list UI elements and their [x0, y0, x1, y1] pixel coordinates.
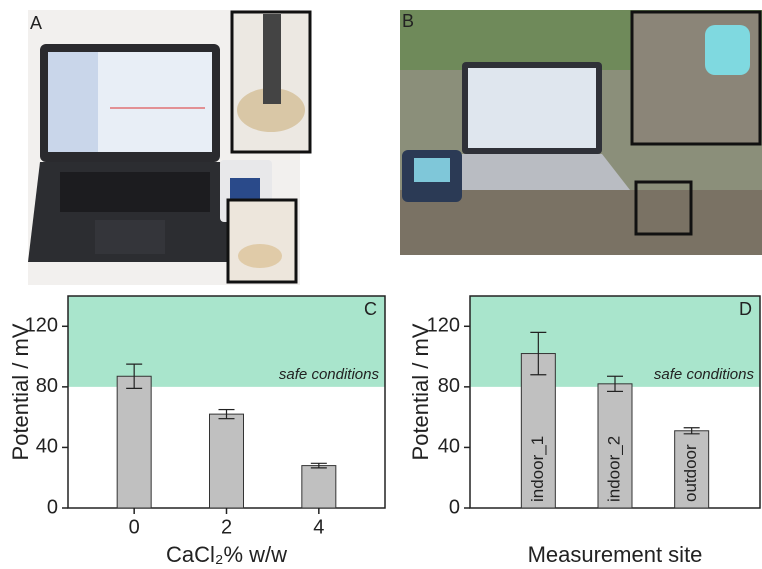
- charts: safe conditions 0 40 80 120 0 2 4 C Potential / m…: [8, 295, 761, 567]
- meter-screen: [414, 158, 450, 182]
- safe-zone-label: safe conditions: [654, 366, 755, 383]
- laptop-screen: [468, 68, 596, 148]
- bar: [301, 465, 337, 509]
- x-axis-label: CaCl₂% w/w: [166, 542, 287, 567]
- safe-zone: [68, 296, 385, 387]
- y-tick-label: 40: [36, 436, 58, 458]
- keyboard: [60, 172, 210, 212]
- error-bar: [607, 375, 623, 392]
- error-bar: [218, 408, 235, 420]
- panel-label: A: [30, 13, 42, 33]
- wood-log: [400, 190, 762, 255]
- error-bar: [683, 427, 700, 435]
- bar: [597, 383, 633, 509]
- x-tick-label: 4: [313, 516, 324, 538]
- inset-marker: [634, 180, 693, 236]
- y-axis-label: Potential / mV: [408, 323, 433, 460]
- category-label: outdoor: [681, 444, 700, 502]
- touchpad: [95, 220, 165, 254]
- panel-label: B: [402, 11, 414, 31]
- x-axis-label: Measurement site: [528, 542, 703, 567]
- safe-zone-label: safe conditions: [279, 366, 380, 383]
- panel-label: D: [739, 299, 752, 319]
- y-tick-label: 0: [47, 496, 58, 518]
- x-tick-label: 0: [129, 516, 140, 538]
- error-bar: [530, 331, 547, 376]
- y-tick-label: 0: [449, 496, 460, 518]
- glove: [705, 25, 750, 75]
- laptop-base: [440, 154, 630, 190]
- electrode: [263, 14, 281, 104]
- safe-zone: [470, 296, 760, 387]
- error-bar: [126, 363, 143, 389]
- y-tick-label: 120: [427, 315, 460, 337]
- y-tick-label: 80: [36, 375, 58, 397]
- y-axis-label: Potential / mV: [8, 323, 33, 460]
- photo-b: B: [400, 10, 762, 255]
- sand: [237, 88, 305, 132]
- category-label: indoor_1: [528, 436, 547, 502]
- cup: [238, 244, 282, 268]
- error-bar: [310, 462, 327, 469]
- bar: [520, 353, 556, 509]
- bar: [209, 413, 244, 509]
- inset-photo-small: [226, 198, 298, 284]
- bar: [116, 375, 152, 509]
- photo-a: A: [28, 10, 312, 285]
- meter-screen: [230, 178, 260, 200]
- x-tick-label: 2: [221, 516, 232, 538]
- category-label: indoor_2: [604, 436, 623, 502]
- y-tick-label: 80: [438, 375, 460, 397]
- y-tick-label: 120: [25, 315, 58, 337]
- y-tick-label: 40: [438, 436, 460, 458]
- screen-panel: [48, 52, 98, 152]
- panel-label: C: [364, 299, 377, 319]
- bar: [674, 430, 710, 509]
